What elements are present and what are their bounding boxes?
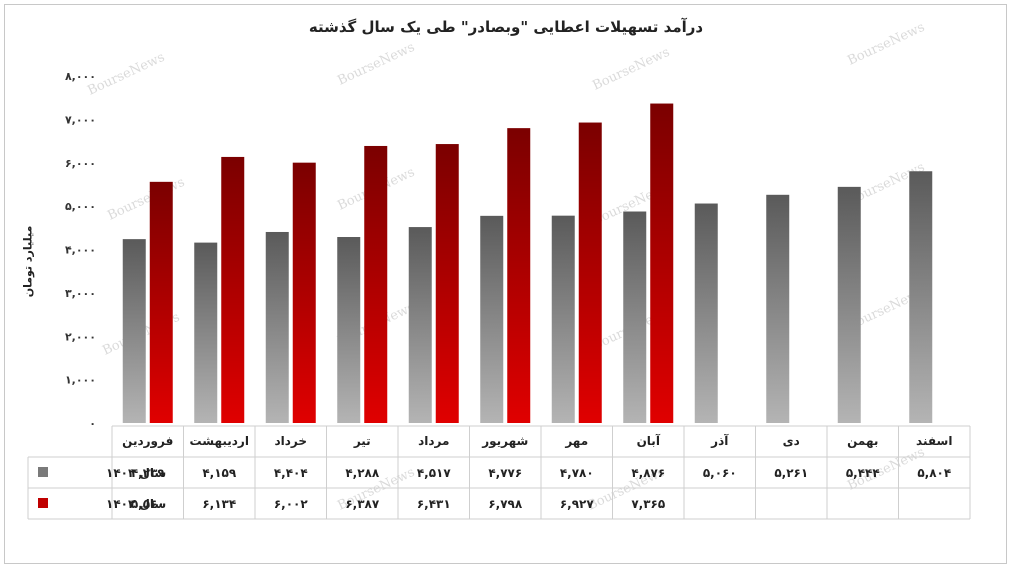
data-label: ۴,۲۳۹ xyxy=(131,466,166,480)
watermark-text: BourseNews xyxy=(105,175,187,224)
legend-swatch xyxy=(38,498,48,508)
bar-1402 xyxy=(837,186,861,423)
data-label: ۴,۸۷۶ xyxy=(631,466,665,480)
bar-1402 xyxy=(337,237,361,423)
y-tick-label: ۶,۰۰۰ xyxy=(65,157,96,170)
data-label: ۶,۳۸۷ xyxy=(345,497,380,511)
watermark-text: BourseNews xyxy=(335,40,417,89)
category-label: تیر xyxy=(353,434,371,448)
data-label: ۶,۴۳۱ xyxy=(417,497,451,511)
category-label: شهریور xyxy=(481,434,528,449)
bar-1402 xyxy=(194,242,218,423)
data-label: ۵,۸۰۴ xyxy=(917,466,951,480)
category-label: مرداد xyxy=(418,434,449,448)
watermark-text: BourseNews xyxy=(845,20,927,69)
bar-1402 xyxy=(480,215,504,423)
data-label: ۴,۵۱۷ xyxy=(417,466,452,480)
chart-title: درآمد تسهیلات اعطایی "وبصادر" طی یک سال … xyxy=(308,18,704,36)
category-label: فروردین xyxy=(122,434,173,449)
watermark-text: BourseNews xyxy=(85,50,167,99)
y-tick-label: ۳,۰۰۰ xyxy=(65,287,96,300)
category-label: آبان xyxy=(637,433,661,448)
data-label: ۷,۳۶۵ xyxy=(631,497,665,511)
y-tick-label: ۱,۰۰۰ xyxy=(65,374,96,387)
watermark-text: BourseNews xyxy=(590,45,672,94)
data-label: ۶,۱۳۴ xyxy=(202,497,236,511)
bar-1402 xyxy=(408,227,432,423)
data-label: ۶,۹۲۷ xyxy=(560,497,595,511)
bar-1402 xyxy=(122,239,146,423)
data-label: ۶,۰۰۲ xyxy=(274,497,309,511)
category-label: خرداد xyxy=(274,434,307,448)
y-tick-label: ۲,۰۰۰ xyxy=(65,330,96,343)
y-tick-label: ۵,۰۰۰ xyxy=(65,200,96,213)
y-tick-label: ۴,۰۰۰ xyxy=(65,244,96,257)
bar-1403 xyxy=(650,103,674,423)
bar-1402 xyxy=(265,231,289,423)
bar-1403 xyxy=(578,122,602,423)
bar-1402 xyxy=(623,211,647,423)
data-label: ۴,۷۷۶ xyxy=(488,466,522,480)
data-label: ۴,۱۵۹ xyxy=(202,466,237,480)
category-label: اردیبهشت xyxy=(190,434,249,448)
bar-1403 xyxy=(292,162,316,423)
category-label: اسفند xyxy=(916,434,952,448)
data-label: ۴,۲۸۸ xyxy=(345,466,380,480)
bar-1403 xyxy=(435,144,459,424)
legend-label: سال ۱۴۰۲ xyxy=(106,466,166,480)
bar-1403 xyxy=(221,156,245,423)
y-tick-label: ۰ xyxy=(89,417,96,430)
bar-1403 xyxy=(364,145,388,424)
bar-1403 xyxy=(507,128,531,423)
legend-swatch xyxy=(38,467,48,477)
category-label: مهر xyxy=(564,434,588,448)
category-label: دی xyxy=(783,434,800,448)
bar-1402 xyxy=(694,203,718,423)
bar-1402 xyxy=(909,171,933,423)
legend-label: سال ۱۴۰۳ xyxy=(106,497,166,511)
bar-1402 xyxy=(766,194,790,423)
data-label: ۵,۴۴۴ xyxy=(846,466,880,480)
y-tick-label: ۸,۰۰۰ xyxy=(65,70,96,83)
data-label: ۴,۷۸۰ xyxy=(560,466,594,480)
y-tick-label: ۷,۰۰۰ xyxy=(65,113,96,126)
data-label: ۵,۲۶۱ xyxy=(774,466,808,480)
data-label: ۴,۴۰۴ xyxy=(274,466,308,480)
data-label: ۵,۰۶۰ xyxy=(703,466,737,480)
category-label: بهمن xyxy=(847,434,878,448)
bar-1403 xyxy=(149,181,173,423)
category-label: آذر xyxy=(710,433,729,448)
bar-1402 xyxy=(551,215,575,423)
data-label: ۵,۵۶۰ xyxy=(131,497,165,511)
data-label: ۶,۷۹۸ xyxy=(488,497,523,511)
